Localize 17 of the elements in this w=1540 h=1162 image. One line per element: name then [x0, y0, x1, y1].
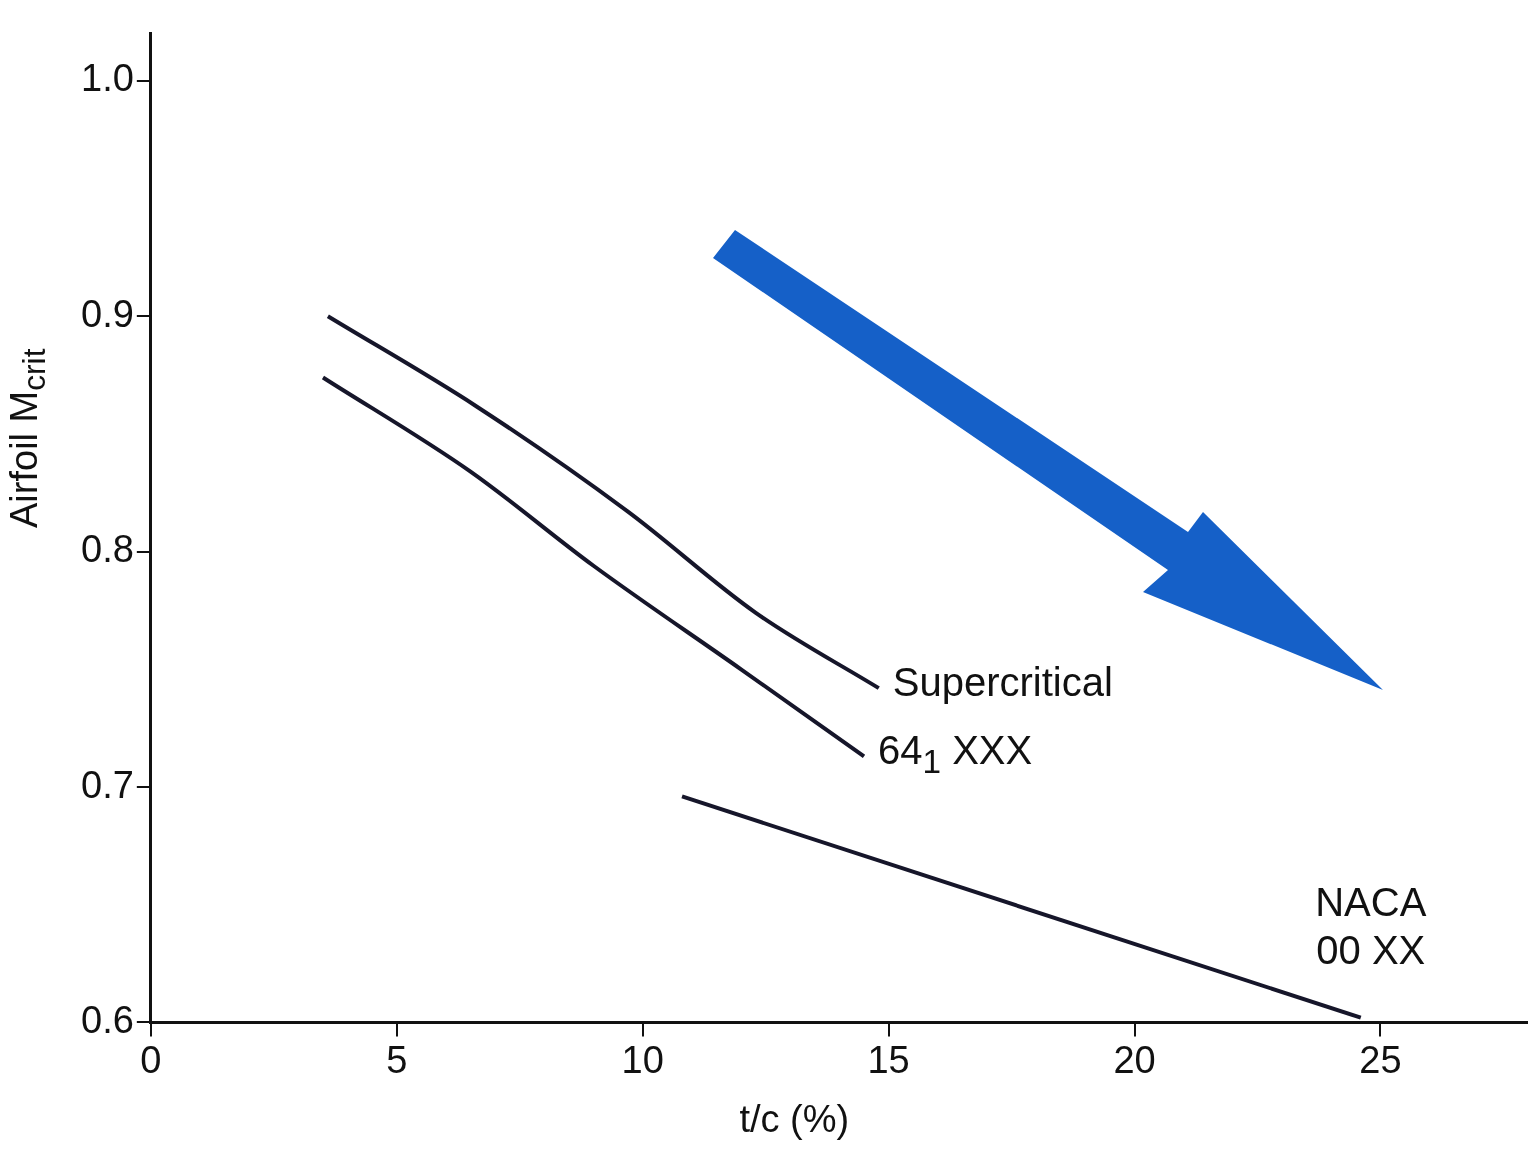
- y-tick-label: 0.9: [81, 292, 134, 335]
- series-label: Supercritical: [892, 659, 1113, 707]
- series-label: 64$_{1}$ XXX: [878, 727, 1033, 783]
- y-tick-label: 0.7: [81, 763, 134, 806]
- x-tick-label: 5: [386, 1038, 408, 1081]
- y-tick-label: 0.6: [81, 998, 134, 1041]
- y-tick-label: 1.0: [81, 57, 134, 100]
- x-tick-label: 25: [1359, 1038, 1402, 1081]
- series-label: NACA 00 XX: [1314, 878, 1428, 974]
- x-tick-label: 10: [621, 1038, 664, 1081]
- x-tick-label: 0: [140, 1038, 162, 1081]
- x-tick-label: 15: [867, 1038, 910, 1081]
- x-axis-title: t/c (%): [739, 1098, 850, 1141]
- y-tick-label: 0.8: [81, 528, 134, 571]
- line-series: [325, 314, 881, 691]
- line-series: [320, 375, 867, 759]
- x-tick-label: 20: [1113, 1038, 1156, 1081]
